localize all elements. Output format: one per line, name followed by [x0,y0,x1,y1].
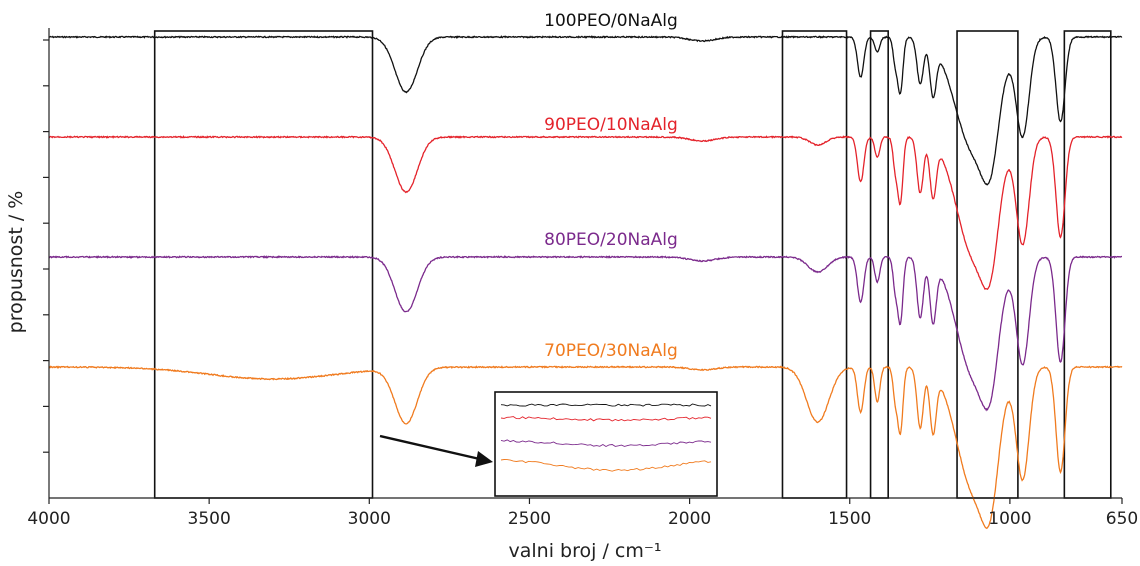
series-label-3: 80PEO/20NaAlg [544,230,678,250]
x-tick-label-2000: 2000 [668,509,711,529]
series-line-4 [48,365,1123,530]
x-axis-label: valni broj / cm⁻¹ [509,540,662,562]
x-tick-label-3500: 3500 [188,509,231,529]
axis-ticks: 4000 3500 3000 2500 2000 1500 1000 650 [27,39,1138,529]
inset-arrow-shaft [379,434,485,462]
inset-series-line-3 [500,439,712,448]
x-tick-label-2500: 2500 [508,509,551,529]
y-axis-label: propusnost / % [5,191,27,334]
series-line-3 [48,255,1122,412]
inset-zoom [379,391,718,497]
x-tick-label-4000: 4000 [27,509,70,529]
inset-series-line-4 [500,459,712,472]
highlight-region-2 [781,30,848,499]
inset-arrow-head [475,451,493,467]
x-tick-label-650: 650 [1106,509,1138,529]
x-tick-label-1500: 1500 [828,509,871,529]
series-label-4: 70PEO/30NaAlg [544,341,678,361]
x-tick-label-1000: 1000 [988,509,1031,529]
axes [48,28,1122,499]
series-label-2: 90PEO/10NaAlg [544,115,678,135]
inset-series-line-1 [500,403,712,407]
series-labels: 100PEO/0NaAlg 90PEO/10NaAlg 80PEO/20NaAlg 7… [544,11,678,361]
inset-frame [494,391,718,497]
series-line-2 [48,135,1123,290]
series-label-1: 100PEO/0NaAlg [544,11,678,31]
inset-series-line-2 [500,416,712,422]
spectra-series [48,35,1123,530]
series-line-1 [48,35,1123,186]
highlight-region-4 [956,30,1019,499]
x-tick-label-3000: 3000 [348,509,391,529]
highlight-region-1 [153,30,374,499]
